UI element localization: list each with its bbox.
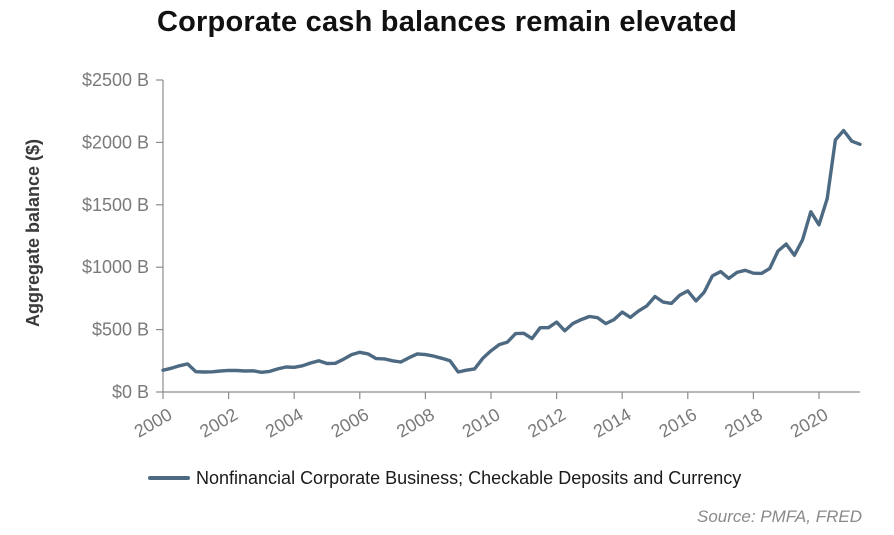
x-tick-label: 2008 — [393, 404, 438, 441]
y-tick-label: $1500 B — [82, 195, 149, 215]
legend-label: Nonfinancial Corporate Business; Checkab… — [196, 467, 742, 488]
legend: Nonfinancial Corporate Business; Checkab… — [148, 466, 741, 490]
x-tick-label: 2020 — [787, 404, 832, 441]
x-tick-label: 2004 — [262, 404, 307, 441]
y-axis: $0 B $500 B $1000 B $1500 B $2000 B $2500 B — [82, 70, 164, 402]
y-axis-title: Aggregate balance ($) — [23, 139, 43, 327]
series-line — [161, 128, 862, 374]
y-tick-label: $1000 B — [82, 257, 149, 277]
y-tick-label: $0 B — [112, 382, 149, 402]
chart-title: Corporate cash balances remain elevated — [157, 6, 737, 38]
y-tick-label: $2500 B — [82, 70, 149, 90]
y-tick-label: $2000 B — [82, 132, 149, 152]
x-tick-label: 2018 — [721, 404, 766, 441]
x-axis: 2000 2002 2004 2006 2008 2010 2012 2014 2016 2018… — [131, 391, 860, 442]
x-tick-label: 2016 — [656, 404, 701, 441]
y-tick-label: $500 B — [92, 320, 149, 340]
x-tick-label: 2014 — [590, 404, 635, 441]
x-tick-label: 2006 — [328, 404, 373, 441]
source-note: Source: PMFA, FRED — [697, 507, 862, 526]
x-tick-label: 2002 — [196, 404, 241, 441]
x-tick-label: 2012 — [524, 404, 569, 441]
x-tick-label: 2010 — [459, 404, 504, 441]
legend-swatch — [148, 476, 190, 480]
series-layer — [161, 128, 862, 374]
x-tick-label: 2000 — [131, 404, 176, 441]
